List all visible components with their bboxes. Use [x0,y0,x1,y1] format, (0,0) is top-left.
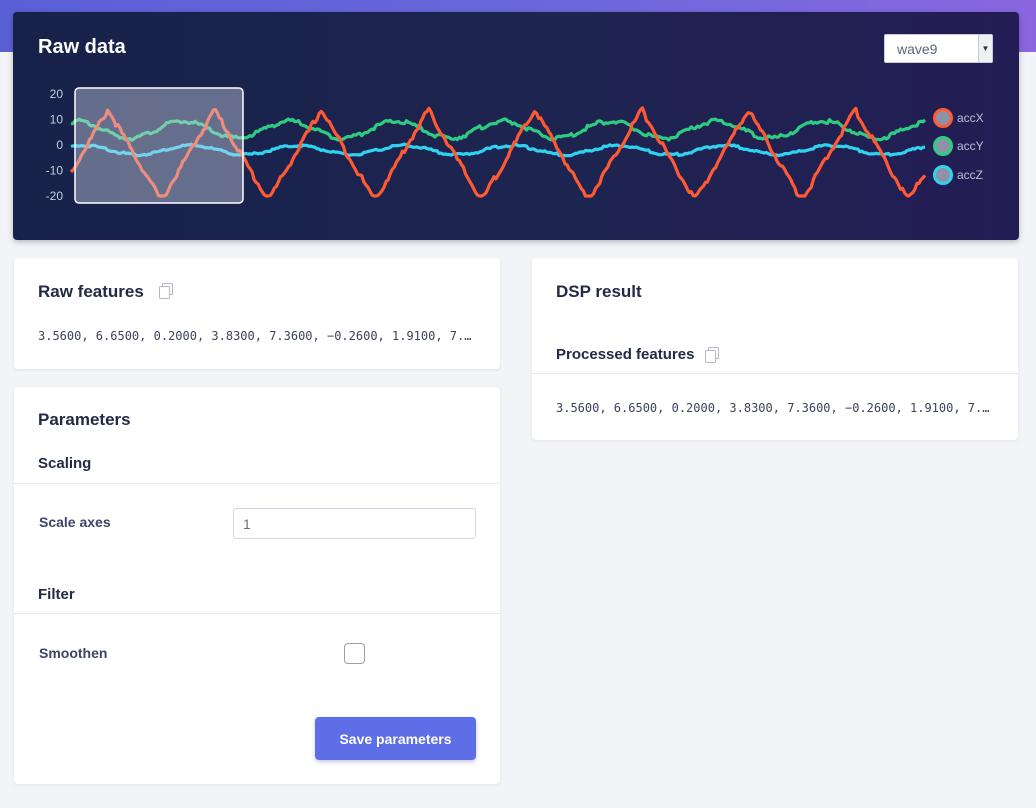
smoothen-label: Smoothen [39,645,108,661]
parameters-card: Parameters Scaling Scale axes Filter Smo… [14,387,500,784]
scaling-divider [14,483,500,484]
y-tick-label: -10 [46,164,64,178]
raw-data-chart[interactable]: 20 10 0 -10 -20 accX accY accZ [13,12,1019,240]
raw-data-title: Raw data [38,36,126,58]
sample-select[interactable]: wave9 ▼ [884,34,993,63]
copy-icon[interactable] [159,283,173,299]
dsp-result-title: DSP result [556,282,642,301]
legend-marker-accY[interactable] [933,136,953,156]
raw-data-panel: Raw data wave9 ▼ 20 10 0 -10 -20 accX accY accZ [13,12,1019,240]
raw-features-card: Raw features 3.5600, 6.6500, 0.2000, 3.8… [14,258,500,369]
legend-label-accZ[interactable]: accZ [957,168,983,182]
parameters-title: Parameters [38,410,131,429]
chevron-down-icon[interactable]: ▼ [978,35,992,62]
filter-divider [14,613,500,614]
y-tick-label: 0 [56,138,63,152]
scale-axes-input[interactable] [233,508,476,539]
series-line-accY [70,117,927,142]
raw-features-title: Raw features [38,282,144,301]
copy-icon[interactable] [705,347,719,363]
legend-marker-accZ[interactable] [933,165,953,185]
legend-marker-accX[interactable] [933,108,953,128]
raw-features-values: 3.5600, 6.6500, 0.2000, 3.8300, 7.3600, … [38,329,472,343]
y-tick-label: -20 [46,189,64,203]
smoothen-checkbox[interactable] [344,643,365,664]
sample-select-value: wave9 [897,41,938,57]
processed-features-title: Processed features [556,346,695,363]
scaling-title: Scaling [38,455,92,472]
series-line-accX [69,106,927,198]
processed-divider [532,373,1018,374]
scale-axes-label: Scale axes [39,514,111,530]
selection-window[interactable] [74,87,244,204]
legend-label-accY[interactable]: accY [957,139,984,153]
y-tick-label: 20 [50,87,64,101]
series-line-accZ [70,142,926,158]
dsp-result-card: DSP result Processed features 3.5600, 6.… [532,258,1018,440]
save-parameters-button[interactable]: Save parameters [315,717,476,760]
legend-label-accX[interactable]: accX [957,111,984,125]
y-tick-label: 10 [50,113,64,127]
filter-title: Filter [38,586,75,603]
processed-features-values: 3.5600, 6.6500, 0.2000, 3.8300, 7.3600, … [556,401,990,415]
